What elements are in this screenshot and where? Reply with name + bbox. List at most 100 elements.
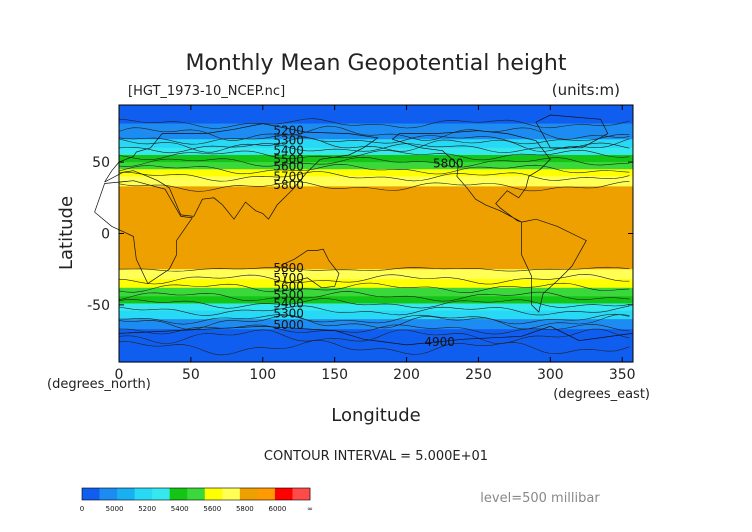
contour-label: 5700 [273,271,304,285]
x-unit-label: (degrees_east) [553,387,650,402]
contour-line [118,328,630,345]
contour-line [118,273,630,285]
contour-label: 5600 [273,279,304,293]
contour-line [118,142,630,154]
color-band [119,162,633,170]
x-tick-label: 200 [393,367,420,383]
contour-label: 5200 [273,124,304,138]
colorbar-swatch [204,488,223,500]
plot-area [119,105,633,363]
colorbar-swatch [187,488,206,500]
coastline [104,123,379,220]
contour-line [118,181,630,192]
colorbar-swatch [222,488,241,500]
color-band [119,139,633,149]
contour-interval: CONTOUR INTERVAL = 5.000E+01 [264,449,488,464]
contour-line [118,282,630,294]
colorbar-swatch [169,488,188,500]
colorbar-tick-label: 0 [80,505,84,513]
color-band [119,310,633,320]
contour-line [118,133,630,145]
y-axis-title: Latitude [56,196,77,270]
contour-label: 5500 [273,288,304,302]
color-band [119,319,633,330]
x-tick-label: 300 [537,367,564,383]
contour-line [118,314,630,330]
coastline [281,248,340,289]
coastline-layer [94,114,633,346]
x-axis: 0 50 100 150 200 250 300 350 [115,105,636,383]
x-tick-label: 100 [249,367,276,383]
coastline [391,130,551,223]
colorbar-swatch [117,488,136,500]
contour-line [118,266,630,272]
contour-label: 4900 [424,335,455,349]
color-band [119,303,633,312]
contour-line [118,156,630,168]
color-band [119,123,633,140]
contour-line [118,313,630,325]
colorbar-swatch [82,488,100,500]
color-band [119,105,633,125]
colorbar-swatch [99,488,118,500]
contour-line [118,305,630,316]
contour-line [118,149,630,161]
colorbar-swatch [257,488,276,500]
colorbar-frame [81,487,311,501]
x-tick-label: 250 [465,367,492,383]
units-label: (units:m) [552,81,620,99]
contour-line [118,339,630,356]
contour-line [118,298,630,309]
contour-label: 5300 [273,306,304,320]
contour-label: 5500 [273,152,304,166]
contour-line [118,163,630,175]
y-unit-label: (degrees_north) [47,377,151,392]
contour-label: 5800 [273,178,304,192]
coastline [521,218,587,313]
color-band [119,287,633,297]
y-tick-label: 0 [101,227,110,243]
contour-label: 5600 [273,159,304,173]
x-tick-label: 0 [115,367,124,383]
contour-line [118,125,630,142]
colorbar-swatch [134,488,153,500]
contour-label: 5000 [273,318,304,332]
y-axis: 50 0 -50 [87,155,633,314]
x-tick-label: 150 [321,367,348,383]
x-tick-label: 50 [182,367,200,383]
color-band [119,147,633,156]
level-label: level=500 millibar [480,491,600,506]
color-band [119,186,633,270]
y-tick-label: 50 [92,155,110,171]
contour-label-layer: 5200530054005500560057005800580058005700… [273,124,463,349]
colorbar-swatch [292,488,311,500]
colorbar-tick-label: 5200 [138,505,156,513]
contour-label: 5800 [433,157,464,171]
colorbar-swatch [152,488,171,500]
colorbar-tick-label: 5600 [203,505,221,513]
contour-line [118,118,630,129]
coastline [118,325,633,346]
color-band [119,169,633,177]
color-band [119,269,633,280]
colorbar-tick-label: 6000 [269,505,287,513]
colorbar-swatch [239,488,258,500]
contour-layer [118,118,630,356]
chart-title: Monthly Mean Geopotential height [185,51,566,76]
x-axis-title: Longitude [331,405,421,426]
contour-line [118,171,630,182]
contour-label: 5800 [273,261,304,275]
color-band [119,329,633,363]
colorbar-tick-label: ∞ [307,505,313,513]
color-band [119,296,633,305]
contour-label: 5700 [273,169,304,183]
colorbar-tick-label: 5400 [171,505,189,513]
colorbar: 0 5000 5200 5400 5600 5800 6000 ∞ [80,487,313,513]
colorbar-tick-label: 5000 [106,505,124,513]
y-tick-label: -50 [87,298,110,314]
coastline [535,114,609,149]
contour-label: 5300 [273,134,304,148]
x-tick-label: 350 [609,367,636,383]
colorbar-tick-label: 5800 [236,505,254,513]
